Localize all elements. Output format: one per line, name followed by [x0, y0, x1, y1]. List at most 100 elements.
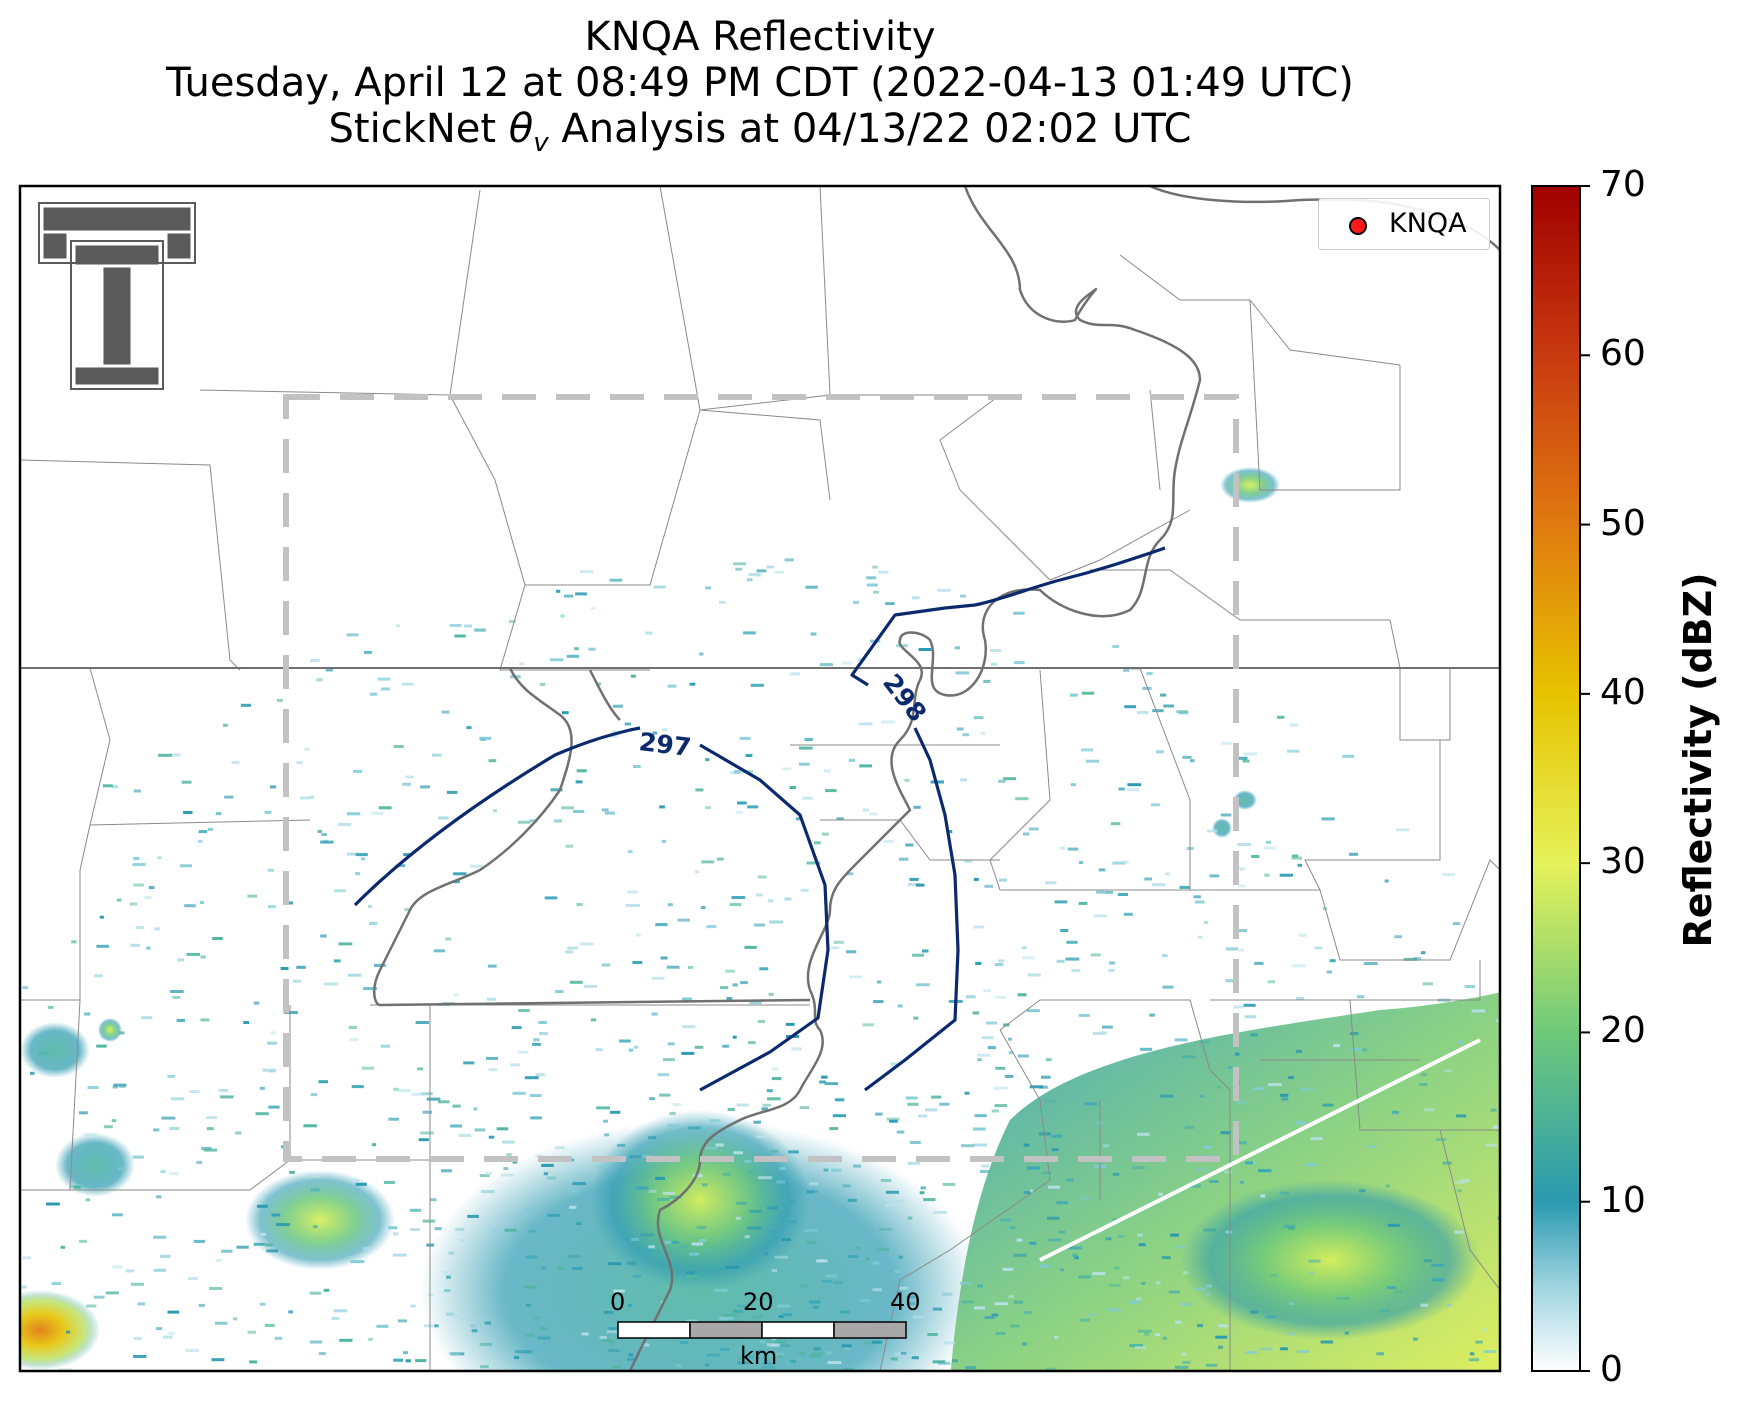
radar-speckle	[215, 1259, 222, 1262]
radar-speckle	[288, 1310, 293, 1314]
radar-speckle	[596, 1106, 611, 1110]
radar-speckle	[223, 723, 228, 727]
radar-speckle	[898, 857, 909, 861]
radar-speckle	[889, 1119, 898, 1123]
radar-speckle	[541, 1266, 547, 1270]
radar-speckle	[1236, 1101, 1246, 1105]
radar-speckle	[188, 1277, 198, 1280]
radar-speckle	[1146, 672, 1153, 676]
radar-speckle	[1065, 957, 1080, 961]
radar-speckle	[137, 1302, 145, 1306]
radar-speckle	[310, 1174, 320, 1178]
radar-speckle	[736, 1201, 747, 1205]
radar-speckle	[1041, 1075, 1051, 1079]
radar-speckle	[907, 883, 920, 886]
radar-speckle	[1038, 1085, 1048, 1089]
colorbar-tick-label: 70	[1600, 164, 1646, 205]
radar-speckle	[334, 889, 346, 893]
radar-speckle	[105, 1291, 119, 1295]
radar-speckle	[1471, 1009, 1486, 1013]
radar-speckle	[550, 658, 564, 662]
radar-speckle	[1161, 1256, 1171, 1260]
radar-speckle	[894, 1200, 905, 1203]
radar-speckle	[691, 1242, 704, 1246]
radar-speckle	[1258, 1169, 1272, 1173]
radar-speckle	[1403, 957, 1418, 961]
radar-speckle	[736, 1304, 747, 1308]
radar-speckle	[1239, 948, 1244, 952]
radar-speckle	[268, 905, 276, 909]
radar-speckle	[265, 1243, 273, 1247]
radar-speckle	[1420, 951, 1426, 955]
radar-speckle	[1048, 1185, 1060, 1189]
map-legend: KNQA	[1318, 198, 1490, 250]
radar-speckle	[1013, 611, 1025, 615]
radar-speckle	[927, 1333, 938, 1336]
radar-speckle	[317, 830, 322, 833]
radar-speckle	[866, 576, 877, 580]
radar-speckle	[454, 1314, 464, 1318]
radar-speckle	[212, 937, 223, 940]
radar-speckle	[1280, 1093, 1289, 1097]
radar-speckle	[955, 671, 970, 675]
radar-speckle	[944, 1341, 949, 1345]
radar-speckle	[541, 1163, 554, 1167]
county-line	[1090, 569, 1390, 621]
radar-speckle	[1151, 803, 1160, 807]
radar-speckle	[442, 1270, 449, 1274]
radar-speckle	[346, 633, 359, 637]
radar-speckle	[422, 1110, 433, 1114]
radar-speckle	[599, 1336, 607, 1340]
radar-speckle	[1045, 1367, 1057, 1371]
radar-speckle	[544, 896, 558, 900]
radar-speckle	[1209, 1180, 1219, 1183]
radar-speckle	[814, 841, 821, 845]
county-line	[879, 1029, 1051, 1371]
radar-speckle	[687, 965, 694, 969]
radar-speckle	[669, 1111, 676, 1115]
radar-speckle	[479, 736, 492, 740]
radar-speckle	[405, 775, 414, 779]
radar-speckle	[964, 1091, 970, 1095]
radar-speckle	[547, 1176, 557, 1180]
radar-speckle	[309, 1291, 322, 1295]
radar-speckle	[819, 1080, 826, 1084]
radar-speckle	[264, 1323, 275, 1327]
radar-speckle	[348, 973, 362, 977]
radar-speckle	[1220, 813, 1232, 817]
radar-speckle	[613, 1289, 625, 1293]
radar-speckle	[1067, 1246, 1082, 1250]
radar-speckle	[1079, 861, 1083, 864]
radar-speckle	[562, 711, 569, 715]
county-line	[1439, 1129, 1500, 1291]
radar-speckle	[667, 903, 673, 907]
radar-speckle	[268, 1105, 280, 1109]
radar-speckle	[1051, 1148, 1059, 1152]
radar-speckle	[813, 1347, 821, 1351]
radar-speckle	[747, 805, 759, 809]
radar-speckle	[651, 976, 665, 980]
radar-speckle	[156, 1327, 163, 1331]
radar-speckle	[689, 1252, 700, 1256]
radar-speckle	[1123, 1276, 1130, 1280]
radar-speckle	[604, 1133, 609, 1137]
radar-speckle	[404, 908, 410, 912]
radar-speckle	[432, 753, 442, 757]
radar-speckle	[454, 634, 466, 638]
radar-speckle	[236, 1245, 249, 1249]
radar-speckle	[219, 1095, 234, 1099]
radar-speckle	[1024, 1311, 1032, 1315]
radar-speckle	[84, 1012, 91, 1016]
radar-speckle	[1141, 1281, 1146, 1285]
radar-speckle	[203, 1148, 218, 1152]
radar-speckle	[568, 1254, 580, 1258]
radar-speckle	[911, 596, 920, 600]
radar-speckle	[904, 778, 910, 782]
radar-speckle	[310, 1188, 320, 1192]
radar-speckle	[655, 923, 668, 927]
radar-speckle	[96, 1044, 107, 1048]
radar-speckle	[606, 1330, 618, 1334]
radar-speckle	[518, 1050, 529, 1054]
radar-speckle	[378, 806, 392, 810]
radar-speckle	[1310, 1137, 1323, 1141]
